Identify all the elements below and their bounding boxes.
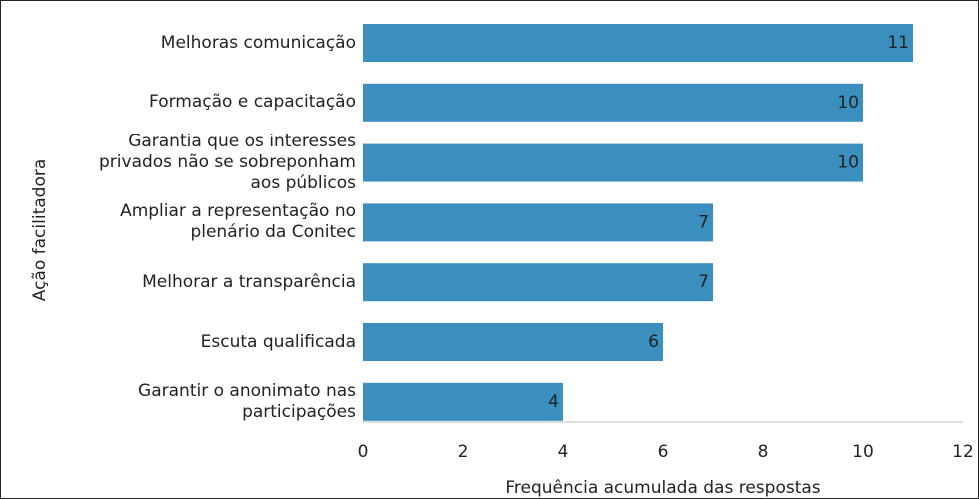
- value-label: 7: [698, 212, 709, 232]
- x-tick-label: 0: [358, 442, 369, 462]
- x-tick-label: 6: [658, 442, 669, 462]
- category-label-box: Escuta qualificada: [200, 331, 356, 352]
- y-axis-title: Ação facilitadora: [30, 159, 50, 302]
- value-label: 4: [548, 392, 559, 412]
- bar: [363, 143, 863, 182]
- y-tick-label: Melhoras comunicação: [160, 32, 356, 53]
- category-label-box: Ampliar a representação no plenário da C…: [120, 201, 356, 243]
- y-tick-label: Melhorar a transparência: [142, 271, 356, 292]
- value-label: 11: [887, 33, 909, 53]
- value-label: 10: [837, 153, 859, 173]
- category-label-box: Melhoras comunicação: [160, 32, 356, 53]
- x-tick-label: 2: [458, 442, 469, 462]
- y-tick-label: Formação e capacitação: [149, 92, 356, 113]
- value-label: 10: [837, 93, 859, 113]
- bar: [363, 83, 863, 122]
- category-label-box: Garantia que os interesses privados não …: [99, 133, 356, 192]
- x-axis-title: Frequência acumulada das respostas: [505, 478, 820, 498]
- y-tick-label: Garantir o anonimato nas participações: [138, 380, 356, 422]
- y-tick-label: Ampliar a representação no plenário da C…: [120, 201, 356, 243]
- x-tick-label: 12: [952, 442, 974, 462]
- category-label-box: Garantir o anonimato nas participações: [138, 380, 356, 422]
- bar: [363, 382, 563, 421]
- category-label-box: Formação e capacitação: [149, 92, 356, 113]
- x-tick-label: 4: [558, 442, 569, 462]
- x-tick-label: 10: [852, 442, 874, 462]
- bar: [363, 323, 663, 361]
- bar: [363, 263, 713, 302]
- bar: [363, 24, 913, 62]
- value-label: 7: [698, 272, 709, 292]
- value-label: 6: [648, 332, 659, 352]
- x-tick-label: 8: [758, 442, 769, 462]
- category-label-box: Melhorar a transparência: [142, 271, 356, 292]
- bar: [363, 203, 713, 242]
- y-tick-label: Escuta qualificada: [200, 331, 356, 352]
- y-tick-label: Garantia que os interesses privados não …: [99, 133, 356, 192]
